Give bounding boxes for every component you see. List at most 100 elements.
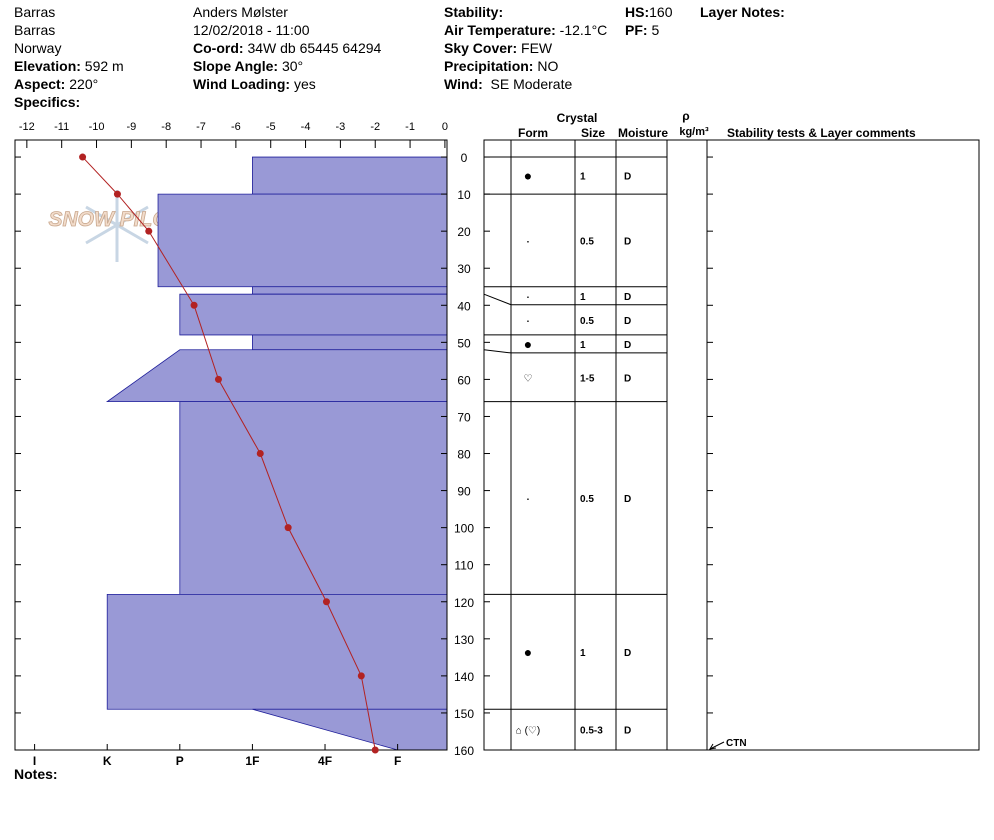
header-field: Sky Cover: FEW <box>444 40 552 56</box>
crystal-size: 0.5-3 <box>580 726 603 737</box>
h-tick-label: P <box>176 754 184 768</box>
moisture: D <box>624 494 631 505</box>
temperature-point <box>322 598 330 606</box>
crystal-form: · <box>526 232 531 248</box>
table-header: Moisture <box>618 126 668 140</box>
y-tick-label: 140 <box>454 670 474 684</box>
hardness-layer <box>252 708 448 751</box>
moisture: D <box>624 373 631 384</box>
logo-text: SNOW PILOT <box>49 208 184 231</box>
stability-test: CTN <box>726 738 747 749</box>
header-field: Wind: SE Moderate <box>444 76 572 92</box>
header-field: Specifics: <box>14 94 80 110</box>
crystal-size: 1 <box>580 340 586 351</box>
field-value: 592 m <box>84 58 124 74</box>
y-tick-label: 130 <box>454 633 474 647</box>
header-field: PF: 5 <box>625 22 659 38</box>
crystal-form: ⌂ (♡) <box>516 726 540 737</box>
temperature-point <box>256 450 264 458</box>
crystal-size: 0.5 <box>580 236 594 247</box>
field-label: Specifics: <box>14 94 81 110</box>
hardness-layer <box>252 156 448 195</box>
moisture: D <box>624 726 631 737</box>
x-tick-label: -3 <box>336 121 346 133</box>
y-tick-label: 0 <box>461 151 468 165</box>
y-tick-label: 150 <box>454 707 474 721</box>
table-header: kg/m³ <box>679 126 709 138</box>
temperature-point <box>284 524 292 532</box>
field-label: Sky Cover: <box>444 40 518 56</box>
crystal-form: ● <box>524 168 532 184</box>
temperature-point <box>190 301 198 309</box>
field-value: NO <box>537 58 559 74</box>
field-value: SE Moderate <box>490 76 573 92</box>
field-label: Wind Loading: <box>193 76 291 92</box>
field-label: Elevation: <box>14 58 81 74</box>
x-tick-label: -12 <box>19 121 35 133</box>
hardness-layer <box>252 286 448 295</box>
field-value: FEW <box>521 40 553 56</box>
hardness-layer <box>179 293 448 336</box>
temperature-point <box>113 190 121 198</box>
moisture: D <box>624 648 631 659</box>
h-tick-label: I <box>33 754 36 768</box>
y-tick-label: 20 <box>457 225 471 239</box>
crystal-form: · <box>526 490 531 506</box>
field-value: -12.1°C <box>559 22 608 38</box>
x-tick-label: -5 <box>266 121 276 133</box>
x-tick-label: -8 <box>161 121 171 133</box>
table-header: Form <box>518 126 548 140</box>
y-tick-label: 40 <box>457 299 471 313</box>
x-tick-label: 0 <box>442 121 448 133</box>
y-tick-label: 10 <box>457 188 471 202</box>
hardness-layer <box>106 593 448 710</box>
h-tick-label: K <box>103 754 112 768</box>
table-header: ρ <box>682 109 689 123</box>
table-header: Crystal <box>557 111 598 125</box>
x-tick-label: -6 <box>231 121 241 133</box>
moisture: D <box>624 292 631 303</box>
hardness-layer <box>252 334 448 351</box>
field-label: Aspect: <box>14 76 66 92</box>
crystal-size: 1 <box>580 292 586 303</box>
header-line: Norway <box>14 40 62 56</box>
y-tick-label: 110 <box>454 559 473 573</box>
temperature-point <box>357 672 365 680</box>
notes-label: Notes: <box>14 766 58 782</box>
y-tick-label: 60 <box>457 373 471 387</box>
h-tick-label: F <box>394 754 401 768</box>
header-field: Wind Loading: yes <box>193 76 316 92</box>
header-field: Elevation: 592 m <box>14 58 124 74</box>
field-value: 34W db 65445 64294 <box>247 40 382 56</box>
y-tick-label: 120 <box>454 596 474 610</box>
hardness-layer <box>157 193 448 288</box>
y-tick-label: 70 <box>457 410 471 424</box>
header-field: Precipitation: NO <box>444 58 558 74</box>
field-label: PF: <box>625 22 648 38</box>
y-tick-label: 160 <box>454 744 474 758</box>
field-value: 5 <box>651 22 660 38</box>
moisture: D <box>624 172 631 183</box>
crystal-size: 1 <box>580 172 586 183</box>
field-label: Air Temperature: <box>444 22 556 38</box>
x-tick-label: -1 <box>405 121 415 133</box>
crystal-form: ● <box>524 336 532 352</box>
field-value: yes <box>293 76 316 92</box>
hardness-layer <box>105 349 448 403</box>
temperature-point <box>145 227 153 235</box>
moisture: D <box>624 316 631 327</box>
header-line: Anders Mølster <box>193 4 288 20</box>
x-tick-label: -11 <box>54 121 69 133</box>
plot-frame <box>14 139 448 751</box>
table-frame <box>483 139 980 751</box>
h-tick-label: 1F <box>245 754 259 768</box>
table-header: Stability tests & Layer comments <box>727 126 916 140</box>
y-tick-label: 30 <box>457 262 471 276</box>
field-value: 30° <box>281 58 304 74</box>
h-tick-label: 4F <box>318 754 332 768</box>
field-label: Stability: <box>444 4 504 20</box>
field-value: 160 <box>649 4 673 20</box>
field-label: Co-ord: <box>193 40 244 56</box>
logo <box>85 190 149 262</box>
